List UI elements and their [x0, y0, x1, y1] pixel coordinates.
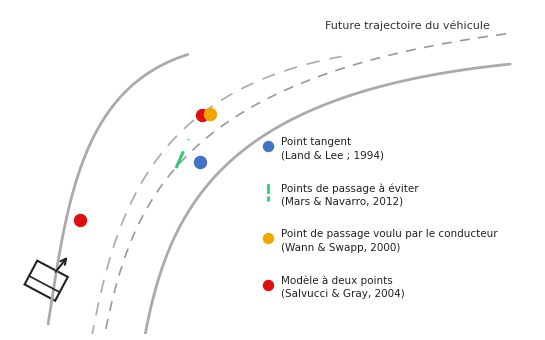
Point [76, 217, 84, 223]
Point [263, 236, 272, 241]
Point [205, 112, 214, 117]
Text: (Mars & Navarro, 2012): (Mars & Navarro, 2012) [281, 197, 403, 207]
Point [263, 143, 272, 149]
Text: (Land & Lee ; 1994): (Land & Lee ; 1994) [281, 151, 384, 160]
Text: Point tangent: Point tangent [281, 137, 351, 147]
Text: Modèle à deux points: Modèle à deux points [281, 275, 393, 286]
Text: (Salvucci & Gray, 2004): (Salvucci & Gray, 2004) [281, 289, 405, 299]
Text: Point de passage voulu par le conducteur: Point de passage voulu par le conducteur [281, 230, 498, 239]
Point [263, 282, 272, 287]
Text: (Wann & Swapp, 2000): (Wann & Swapp, 2000) [281, 243, 401, 253]
Text: Points de passage à éviter: Points de passage à éviter [281, 183, 419, 193]
Text: Future trajectoire du véhicule: Future trajectoire du véhicule [325, 20, 490, 31]
Point [196, 159, 204, 165]
Point [198, 113, 207, 118]
